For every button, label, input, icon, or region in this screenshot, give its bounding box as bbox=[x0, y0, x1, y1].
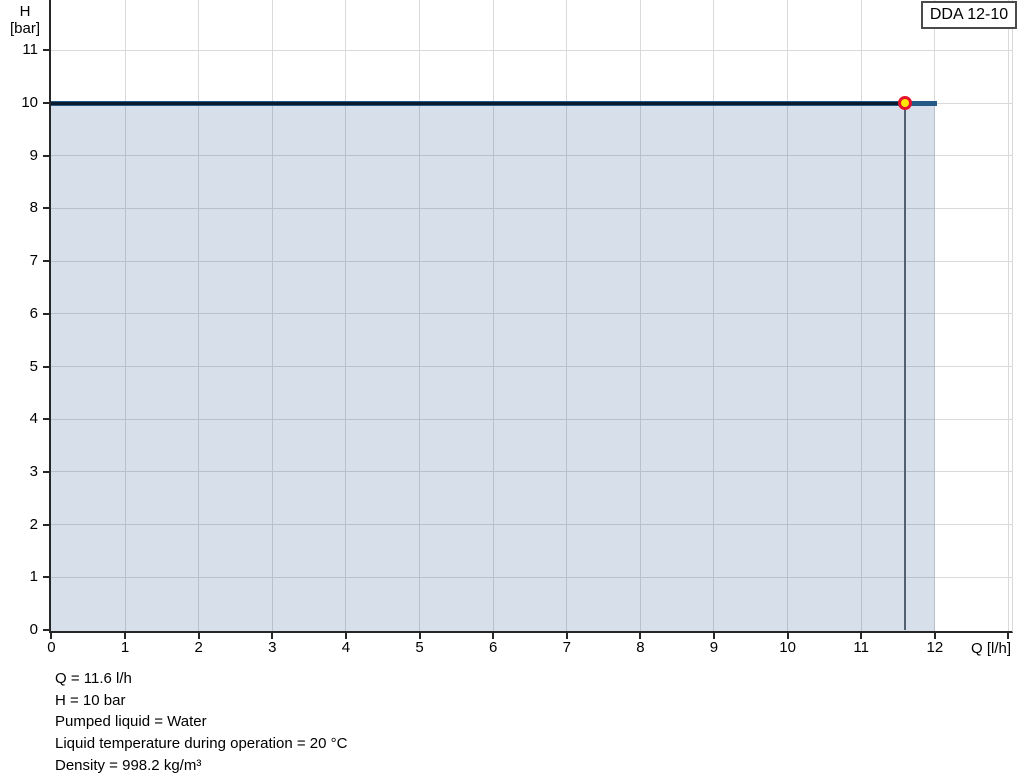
x-tick-label: 6 bbox=[488, 639, 498, 656]
x-tick-label: 7 bbox=[562, 639, 571, 656]
y-axis-tick bbox=[43, 418, 49, 421]
info-line: H = 10 bar bbox=[55, 691, 126, 709]
gridline-h bbox=[51, 366, 1012, 367]
y-tick-label: 8 bbox=[29, 199, 38, 217]
y-axis-tick bbox=[43, 260, 49, 263]
y-axis-tick bbox=[43, 49, 49, 52]
y-tick-label: 10 bbox=[21, 94, 38, 111]
info-line: Q = 11.6 l/h bbox=[55, 670, 132, 687]
gridline-h bbox=[51, 524, 1012, 526]
x-tick-label: 0 bbox=[47, 639, 56, 656]
y-tick-label: 1 bbox=[29, 568, 38, 586]
x-axis-tick bbox=[565, 633, 568, 639]
gridline-h bbox=[51, 155, 1012, 157]
gridline-v bbox=[713, 0, 715, 631]
y-axis-tick bbox=[43, 102, 49, 104]
y-axis-tick bbox=[43, 365, 49, 368]
curve-fill-area bbox=[51, 105, 935, 631]
gridline-v bbox=[566, 0, 568, 631]
y-axis-title: H [bar] bbox=[4, 3, 46, 37]
gridline-v bbox=[934, 0, 936, 631]
y-tick-label: 7 bbox=[29, 252, 38, 270]
gridline-h bbox=[51, 260, 1012, 262]
x-axis-tick bbox=[933, 633, 936, 639]
y-tick-label: 4 bbox=[29, 410, 38, 428]
gridline-h bbox=[51, 471, 1012, 473]
x-axis-tick bbox=[786, 633, 789, 639]
x-axis-tick bbox=[418, 633, 421, 639]
x-tick-label: 12 bbox=[926, 639, 944, 656]
x-axis-tick bbox=[271, 633, 274, 639]
x-axis-tick bbox=[124, 633, 127, 639]
y-axis-title-line1: H bbox=[19, 3, 31, 20]
y-axis-tick bbox=[43, 207, 49, 210]
info-line: Density = 998.2 kg/m³ bbox=[55, 756, 202, 774]
x-axis-tick bbox=[492, 633, 495, 639]
x-tick-label: 3 bbox=[268, 639, 277, 656]
x-tick-label: 11 bbox=[853, 639, 869, 656]
x-axis-tick bbox=[50, 633, 53, 639]
duty-drop-line bbox=[904, 107, 907, 630]
gridline-v bbox=[787, 0, 789, 631]
y-axis-tick bbox=[43, 312, 49, 315]
gridline-v bbox=[492, 0, 494, 631]
y-axis-tick bbox=[43, 154, 49, 157]
y-tick-label: 3 bbox=[29, 462, 38, 480]
y-tick-label: 6 bbox=[29, 304, 38, 322]
gridline-h bbox=[51, 576, 1012, 578]
plot-area bbox=[49, 0, 1013, 633]
gridline-h bbox=[51, 49, 1012, 51]
x-tick-label: 5 bbox=[415, 639, 424, 656]
x-axis-tick bbox=[639, 633, 642, 639]
x-tick-label: 8 bbox=[636, 639, 645, 656]
pump-curve-selected-segment bbox=[51, 101, 906, 105]
info-line: Pumped liquid = Water bbox=[55, 713, 207, 731]
legend-label: DDA 12-10 bbox=[929, 6, 1009, 23]
legend-box: DDA 12-10 bbox=[921, 1, 1017, 29]
x-axis-tick bbox=[712, 633, 715, 639]
y-axis-tick bbox=[43, 470, 49, 473]
gridline-v bbox=[271, 0, 273, 631]
x-tick-label: 10 bbox=[779, 639, 796, 656]
x-axis-tick bbox=[860, 633, 863, 639]
gridline-v bbox=[1007, 0, 1009, 631]
gridline-h bbox=[51, 207, 1012, 209]
y-tick-label: 2 bbox=[29, 515, 38, 533]
x-axis-tick bbox=[197, 633, 200, 639]
x-tick-label: 2 bbox=[194, 639, 203, 656]
y-axis-tick bbox=[43, 576, 49, 579]
y-tick-label: 0 bbox=[29, 621, 38, 638]
y-axis-title-line2: [bar] bbox=[9, 20, 40, 37]
gridline-v bbox=[860, 0, 862, 631]
y-tick-label: 5 bbox=[29, 357, 38, 375]
gridline-v bbox=[419, 0, 420, 631]
x-axis-tick bbox=[344, 633, 347, 639]
x-tick-label: 1 bbox=[120, 639, 130, 656]
y-tick-label: 9 bbox=[29, 146, 38, 164]
gridline-v bbox=[124, 0, 126, 631]
gridline-h bbox=[51, 313, 1012, 315]
y-axis-tick bbox=[43, 523, 49, 526]
duty-info-block: Q = 11.6 l/h H = 10 bar Pumped liquid = Wa… bbox=[55, 668, 347, 777]
x-tick-label: 9 bbox=[709, 639, 719, 656]
info-line: Liquid temperature during operation = 20… bbox=[55, 735, 348, 753]
x-axis-tick bbox=[1007, 633, 1010, 639]
y-tick-label: 11 bbox=[22, 41, 38, 59]
gridline-v bbox=[639, 0, 641, 631]
y-axis-tick bbox=[43, 629, 49, 631]
gridline-h bbox=[51, 418, 1012, 420]
gridline-v bbox=[198, 0, 200, 631]
duty-point-marker[interactable] bbox=[898, 96, 913, 110]
x-axis-title: Q [l/h] bbox=[971, 640, 1012, 657]
x-tick-label: 4 bbox=[341, 639, 351, 656]
gridline-v bbox=[345, 0, 347, 631]
